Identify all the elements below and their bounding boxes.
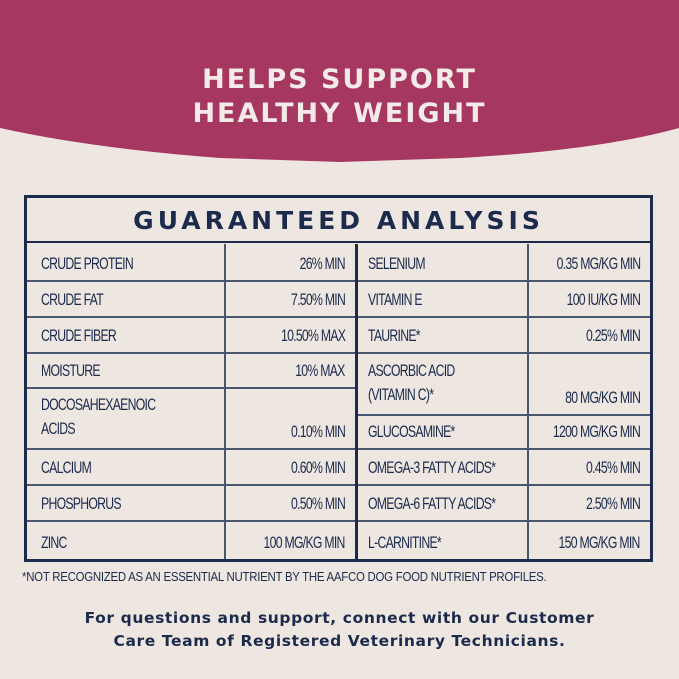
nutrient-name: EICOSAPENTAENOIC + DOCOSAHEXAENOIC ACIDS: [27, 389, 224, 448]
nutrient-value-text: 150 MG/KG MIN: [558, 533, 641, 552]
guaranteed-analysis-table: GUARANTEED ANALYSIS CRUDE PROTEIN 26% MIN…: [24, 195, 653, 562]
nutrient-value-text: 100 MG/KG MIN: [263, 533, 346, 552]
footnote-text: *NOT RECOGNIZED AS AN ESSENTIAL NUTRIENT…: [22, 569, 547, 584]
nutrient-name: VITAMIN E: [358, 282, 527, 316]
footnote: *NOT RECOGNIZED AS AN ESSENTIAL NUTRIENT…: [22, 569, 618, 584]
table-row: OMEGA-3 FATTY ACIDS* 0.45% MIN: [358, 450, 650, 486]
nutrient-value: 0.45% MIN: [527, 450, 650, 484]
nutrient-value: 150 MG/KG MIN: [527, 522, 650, 559]
nutrient-name-text: CRUDE FIBER: [41, 326, 117, 345]
nutrient-name-text: GLUCOSAMINE*: [368, 422, 455, 441]
nutrient-name: CRUDE PROTEIN: [27, 244, 224, 280]
nutrient-value: 7.50% MIN: [224, 282, 355, 316]
nutrient-value: 80 MG/KG MIN: [527, 354, 650, 414]
nutrient-value-text: 26% MIN: [299, 254, 346, 273]
nutrient-name-text: ASCORBIC ACID (VITAMIN C)*: [368, 361, 455, 404]
nutrient-name-text: OMEGA-3 FATTY ACIDS*: [368, 458, 496, 477]
table-row: OMEGA-6 FATTY ACIDS* 2.50% MIN: [358, 486, 650, 522]
nutrient-name-text: MOISTURE: [41, 361, 101, 380]
nutrient-name-text: VITAMIN E: [368, 290, 423, 309]
nutrient-name-text: CRUDE FAT: [41, 290, 104, 309]
headline-line-1: HELPS SUPPORT: [202, 64, 477, 95]
nutrient-value-text: 0.45% MIN: [585, 458, 641, 477]
nutrient-name-text: L-CARNITINE*: [368, 533, 442, 552]
nutrient-value-text: 7.50% MIN: [290, 290, 346, 309]
nutrient-name: ZINC: [27, 522, 224, 559]
nutrient-name: CRUDE FAT: [27, 282, 224, 316]
table-row: CALCIUM 0.60% MIN: [27, 450, 355, 486]
table-row: ZINC 100 MG/KG MIN: [27, 522, 355, 559]
table-row: ASCORBIC ACID (VITAMIN C)* 80 MG/KG MIN: [358, 354, 650, 416]
nutrient-value-text: 0.10% MIN: [290, 422, 346, 441]
nutrient-value-text: 0.60% MIN: [290, 458, 346, 477]
nutrient-value: 0.35 MG/KG MIN: [527, 244, 650, 280]
table-row: VITAMIN E 100 IU/KG MIN: [358, 282, 650, 318]
nutrient-name-text: CALCIUM: [41, 458, 92, 477]
nutrient-name-text: PHOSPHORUS: [41, 494, 122, 513]
nutrient-value-text: 80 MG/KG MIN: [564, 388, 641, 407]
nutrient-value-text: 100 IU/KG MIN: [566, 290, 640, 309]
table-row: CRUDE FAT 7.50% MIN: [27, 282, 355, 318]
nutrient-value: 2.50% MIN: [527, 486, 650, 520]
nutrient-name-text: OMEGA-6 FATTY ACIDS*: [368, 494, 496, 513]
table-row: PHOSPHORUS 0.50% MIN: [27, 486, 355, 522]
support-text-line-1: For questions and support, connect with …: [84, 609, 595, 627]
nutrient-name-text: SELENIUM: [368, 254, 426, 273]
nutrient-name-text: TAURINE*: [368, 326, 421, 345]
left-column: CRUDE PROTEIN 26% MIN CRUDE FAT 7.50% MIN CR…: [27, 244, 355, 559]
nutrient-value: 10% MAX: [224, 354, 355, 387]
nutrient-name-text: EICOSAPENTAENOIC + DOCOSAHEXAENOIC ACIDS: [41, 389, 164, 438]
nutrient-value-text: 10.50% MAX: [280, 326, 346, 345]
nutrient-value: 10.50% MAX: [224, 318, 355, 352]
nutrient-value: 1200 MG/KG MIN: [527, 416, 650, 448]
table-row: GLUCOSAMINE* 1200 MG/KG MIN: [358, 416, 650, 450]
nutrient-name: OMEGA-3 FATTY ACIDS*: [358, 450, 527, 484]
nutrient-value-text: 2.50% MIN: [585, 494, 641, 513]
nutrient-value-text: 10% MAX: [295, 361, 346, 380]
nutrient-name: MOISTURE: [27, 354, 224, 387]
right-column: SELENIUM 0.35 MG/KG MIN VITAMIN E 100 IU/KG…: [355, 244, 650, 559]
table-row: CRUDE PROTEIN 26% MIN: [27, 244, 355, 282]
nutrient-name: ASCORBIC ACID (VITAMIN C)*: [358, 354, 527, 414]
nutrient-name: CALCIUM: [27, 450, 224, 484]
nutrient-value: 100 IU/KG MIN: [527, 282, 650, 316]
nutrient-value-text: 1200 MG/KG MIN: [552, 422, 641, 441]
nutrient-value-text: 0.35 MG/KG MIN: [556, 254, 641, 273]
nutrient-value-text: 0.50% MIN: [290, 494, 346, 513]
header-band: [0, 0, 679, 162]
table-row: EICOSAPENTAENOIC + DOCOSAHEXAENOIC ACIDS…: [27, 389, 355, 450]
nutrient-value: 26% MIN: [224, 244, 355, 280]
nutrient-name: L-CARNITINE*: [358, 522, 527, 559]
table-row: SELENIUM 0.35 MG/KG MIN: [358, 244, 650, 282]
nutrient-name: GLUCOSAMINE*: [358, 416, 527, 448]
table-title: GUARANTEED ANALYSIS: [27, 198, 650, 243]
nutrient-name: PHOSPHORUS: [27, 486, 224, 520]
table-row: L-CARNITINE* 150 MG/KG MIN: [358, 522, 650, 559]
headline-line-2: HEALTHY WEIGHT: [192, 98, 487, 129]
nutrient-value: 100 MG/KG MIN: [224, 522, 355, 559]
nutrient-value-text: 0.25% MIN: [585, 326, 641, 345]
nutrient-name: CRUDE FIBER: [27, 318, 224, 352]
nutrient-value: 0.25% MIN: [527, 318, 650, 352]
nutrient-name-text: ZINC: [41, 533, 67, 552]
nutrient-name: TAURINE*: [358, 318, 527, 352]
nutrient-value: 0.50% MIN: [224, 486, 355, 520]
nutrient-name-text: CRUDE PROTEIN: [41, 254, 134, 273]
support-text-line-2: Care Team of Registered Veterinary Techn…: [113, 632, 566, 650]
nutrient-name: OMEGA-6 FATTY ACIDS*: [358, 486, 527, 520]
table-row: TAURINE* 0.25% MIN: [358, 318, 650, 354]
table-row: MOISTURE 10% MAX: [27, 354, 355, 389]
nutrient-value: 0.10% MIN: [224, 389, 355, 448]
table-row: CRUDE FIBER 10.50% MAX: [27, 318, 355, 354]
nutrient-value: 0.60% MIN: [224, 450, 355, 484]
nutrient-name: SELENIUM: [358, 244, 527, 280]
